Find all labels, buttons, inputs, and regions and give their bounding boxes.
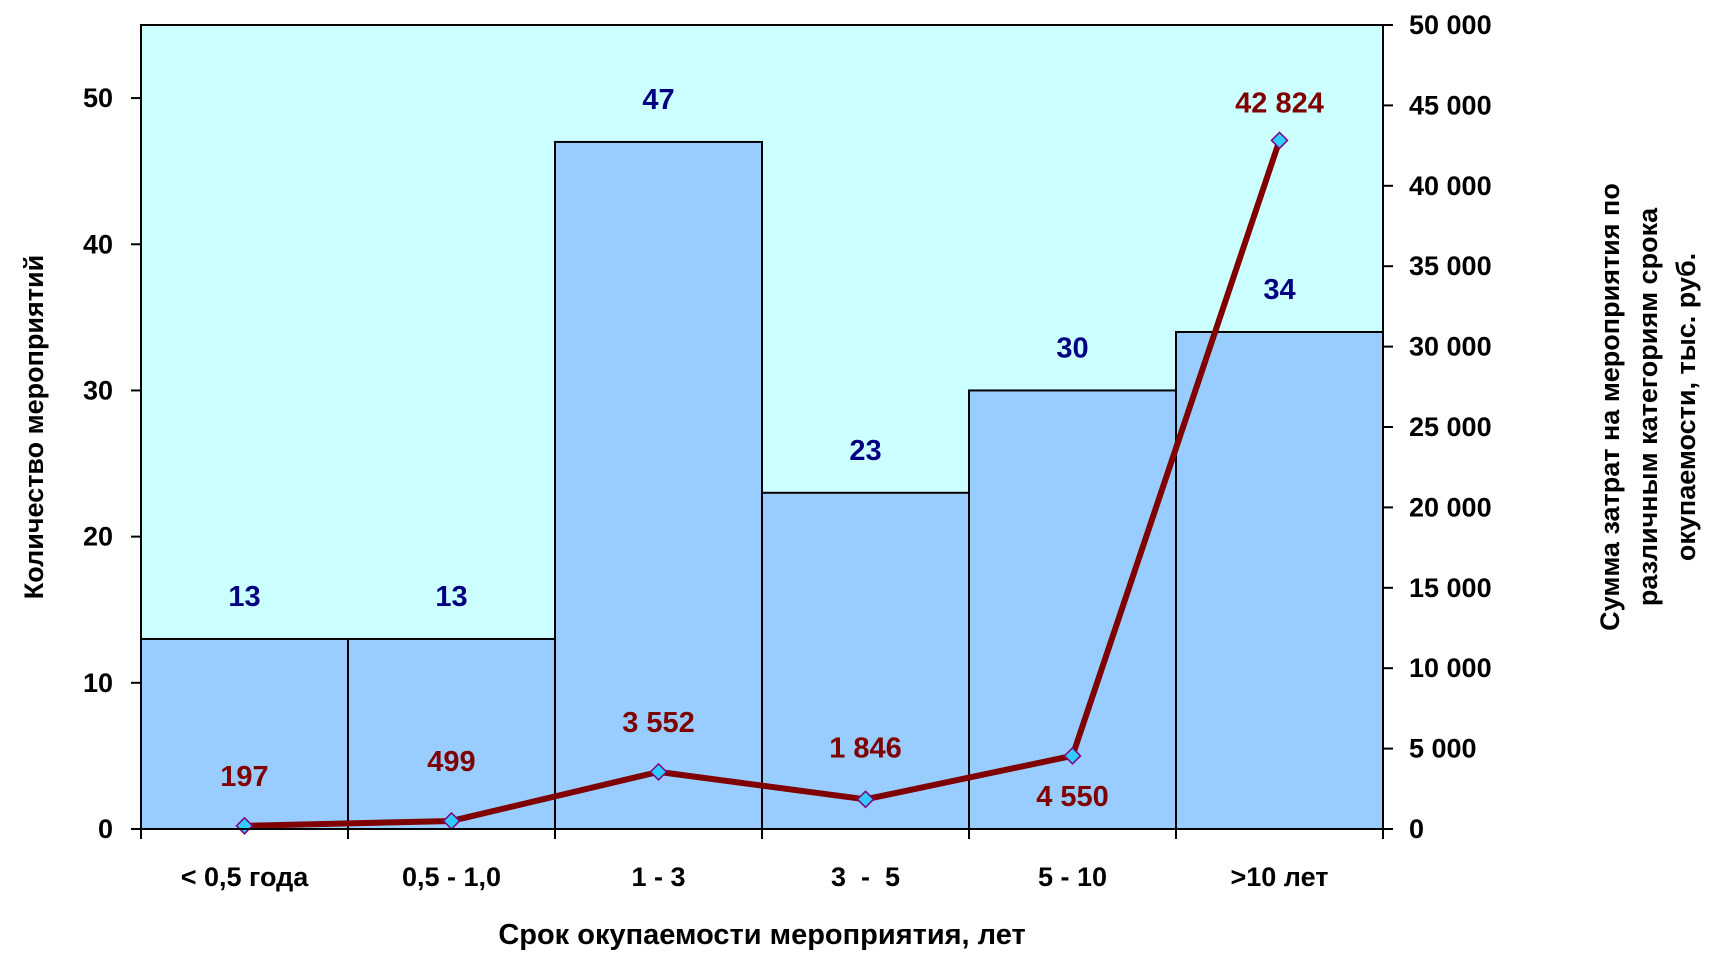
cost-point-5 — [1270, 131, 1289, 150]
bar-label-4: 30 — [1056, 332, 1088, 364]
y2-tick-label-9: 45 000 — [1409, 90, 1492, 120]
y2-tick-label-10: 50 000 — [1409, 10, 1492, 40]
y2-tick-label-2: 10 000 — [1409, 653, 1492, 683]
y2-axis-title-line-0: Сумма затрат на мероприятия по — [1595, 183, 1625, 631]
x-tick-label-1: 0,5 - 1,0 — [402, 862, 501, 892]
y2-tick-label-6: 30 000 — [1409, 332, 1492, 362]
y2-tick-label-7: 35 000 — [1409, 251, 1492, 281]
y2-tick-label-3: 15 000 — [1409, 573, 1492, 603]
cost-point-3 — [856, 790, 875, 809]
x-axis-title: Срок окупаемости мероприятия, лет — [498, 919, 1025, 951]
y-tick-label-3: 30 — [83, 375, 113, 405]
cost-line — [244, 139, 1283, 829]
line-label-5: 42 824 — [1235, 87, 1324, 119]
bar-label-3: 23 — [849, 435, 881, 467]
line-label-4: 4 550 — [1036, 781, 1109, 813]
labels-layer: 0 10 20 30 40 50 0 5 000 10 000 15 000 20 000 25 00… — [83, 10, 1492, 892]
bar-3 — [761, 491, 970, 830]
bar-0 — [140, 637, 349, 830]
axes-layer — [131, 24, 1393, 839]
bar-2 — [554, 140, 763, 831]
line-label-2: 3 552 — [622, 707, 695, 739]
bar-label-0: 13 — [228, 581, 260, 613]
y2-tick-label-4: 20 000 — [1409, 492, 1492, 522]
x-tick-label-5: >10 лет — [1231, 862, 1329, 892]
x-tick-label-4: 5 - 10 — [1038, 862, 1107, 892]
y2-tick-label-5: 25 000 — [1409, 412, 1492, 442]
y2-tick-label-0: 0 — [1409, 814, 1424, 844]
y-tick-label-1: 10 — [83, 668, 113, 698]
bar-label-5: 34 — [1263, 274, 1295, 306]
y-axis-title: Количество мероприятий — [19, 255, 49, 599]
cost-point-2 — [649, 762, 668, 781]
y2-tick-label-1: 5 000 — [1409, 734, 1477, 764]
y-tick-label-4: 40 — [83, 229, 113, 259]
bar-5 — [1175, 330, 1384, 830]
bar-1 — [347, 637, 556, 830]
x-tick-label-2: 1 - 3 — [631, 862, 685, 892]
y2-tick-label-8: 40 000 — [1409, 171, 1492, 201]
y-tick-label-2: 20 — [83, 522, 113, 552]
line-label-3: 1 846 — [829, 732, 902, 764]
x-tick-label-3: 3 - 5 — [831, 862, 900, 892]
y2-axis-title-line-1: различным категориям срока — [1633, 207, 1663, 606]
bars-layer — [140, 140, 1384, 831]
x-tick-label-0: < 0,5 года — [181, 862, 309, 892]
bar-label-2: 47 — [642, 84, 674, 116]
y2-axis-title-line-2: окупаемости, тыс. руб. — [1671, 253, 1701, 561]
y-tick-label-0: 0 — [98, 814, 113, 844]
line-label-1: 499 — [427, 746, 475, 778]
cost-point-4 — [1063, 746, 1082, 765]
y-tick-label-5: 50 — [83, 83, 113, 113]
line-layer — [235, 131, 1289, 835]
bar-label-1: 13 — [435, 581, 467, 613]
y2-axis-title: Сумма затрат на мероприятия по различным … — [1595, 183, 1701, 631]
line-label-0: 197 — [220, 761, 268, 793]
